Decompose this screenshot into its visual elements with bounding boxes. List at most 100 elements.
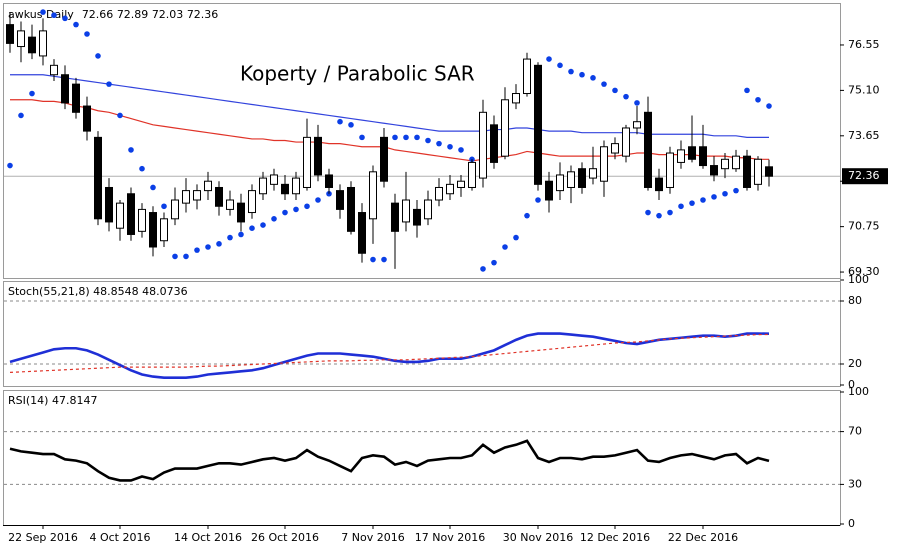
indicator-line (10, 99, 769, 162)
price-panel (3, 3, 841, 279)
candle-body (644, 111, 652, 188)
candle-body (127, 193, 135, 235)
candle-body (446, 183, 454, 195)
sar-dot (535, 197, 541, 203)
indicator-line (9, 439, 770, 482)
candle-body (369, 171, 377, 220)
stoch-panel (3, 281, 841, 387)
sar-dot (667, 209, 673, 216)
sar-dot (447, 143, 453, 150)
y-tick-label: 100 (848, 273, 869, 286)
x-tick-label: 22 Dec 2016 (668, 531, 738, 544)
sar-dot (139, 165, 145, 172)
candle-body (677, 149, 685, 163)
sar-dot (568, 68, 574, 75)
candle-body (721, 158, 729, 170)
sar-dot (304, 203, 310, 210)
candle-body (292, 177, 300, 195)
candle-body (688, 146, 696, 160)
candle-body (50, 64, 58, 76)
sar-dot (436, 140, 442, 147)
candle-body (413, 208, 421, 226)
rsi-header: RSI(14) 47.8147 (8, 394, 97, 407)
annotation: Koperty / Parabolic SAR (240, 62, 475, 86)
sar-dot (183, 253, 189, 260)
candle-body (754, 158, 762, 185)
candle-body (138, 208, 146, 232)
y-tick-label: 73.65 (848, 129, 880, 142)
sar-dot (315, 197, 321, 203)
candle-body (435, 186, 443, 201)
sar-dot (403, 134, 409, 141)
sar-dot (282, 209, 288, 216)
candle-body (358, 212, 366, 254)
y-tick-label: 0 (848, 517, 855, 530)
candle-body (116, 202, 124, 229)
y-tick-label: 20 (848, 357, 862, 370)
x-tick-label: 12 Dec 2016 (580, 531, 650, 544)
y-tick-label: 80 (848, 294, 862, 307)
sar-dot (348, 122, 354, 128)
sar-dot (634, 100, 640, 106)
sar-dot (293, 206, 299, 213)
sar-dot (205, 244, 211, 250)
candle-body (149, 212, 157, 248)
candle-body (380, 136, 388, 182)
sar-dot (150, 184, 156, 191)
rsi-title: RSI(14) (8, 394, 48, 407)
y-tick-label: 0 (848, 378, 855, 391)
candle-body (523, 58, 531, 95)
y-tick-label: 70 (848, 425, 862, 438)
candle-body (105, 186, 113, 223)
sar-dot (480, 266, 486, 272)
candle-body (468, 161, 476, 188)
candle-body (633, 121, 641, 129)
sar-dot (557, 62, 563, 69)
candle-body (611, 143, 619, 154)
sar-dot (579, 71, 585, 78)
sar-dot (502, 244, 508, 250)
candle-body (226, 199, 234, 210)
sar-dot (73, 21, 79, 28)
sar-dot (601, 81, 607, 87)
sar-dot (260, 222, 266, 228)
candle-body (314, 136, 322, 176)
sar-dot (40, 9, 46, 15)
indicator-line (9, 333, 770, 373)
x-tick-label: 26 Oct 2016 (251, 531, 319, 544)
candle-body (193, 190, 201, 201)
candle-body (699, 146, 707, 167)
candle-body (347, 186, 355, 232)
sar-dot (117, 112, 123, 119)
sar-dot (733, 187, 739, 194)
stoch-header: Stoch(55,21,8) 48.8548 48.0736 (8, 285, 188, 298)
x-tick-label: 14 Oct 2016 (174, 531, 242, 544)
candle-body (765, 166, 773, 177)
candle-body (545, 180, 553, 201)
sar-dot (161, 203, 167, 210)
x-tick-label: 30 Nov 2016 (503, 531, 573, 544)
indicator-line (10, 74, 769, 138)
candle-body (39, 30, 47, 57)
candle-body (622, 127, 630, 157)
candle-body (237, 202, 245, 223)
candle-body (259, 177, 267, 195)
candle-body (72, 83, 80, 113)
candle-body (6, 24, 14, 44)
last-high: 72.89 (117, 8, 149, 21)
sar-dot (491, 259, 497, 266)
y-tick-label: 100 (848, 385, 869, 398)
candle-body (666, 152, 674, 188)
sar-dot (458, 147, 464, 153)
sar-dot (271, 216, 277, 222)
sar-dot (7, 162, 13, 169)
sar-dot (524, 212, 530, 219)
sar-dot (29, 90, 35, 97)
candle-body (83, 105, 91, 132)
sar-dot (513, 234, 519, 241)
sar-dot (755, 96, 761, 103)
sar-dot (216, 241, 222, 247)
stoch-main-value: 48.8548 (93, 285, 139, 298)
